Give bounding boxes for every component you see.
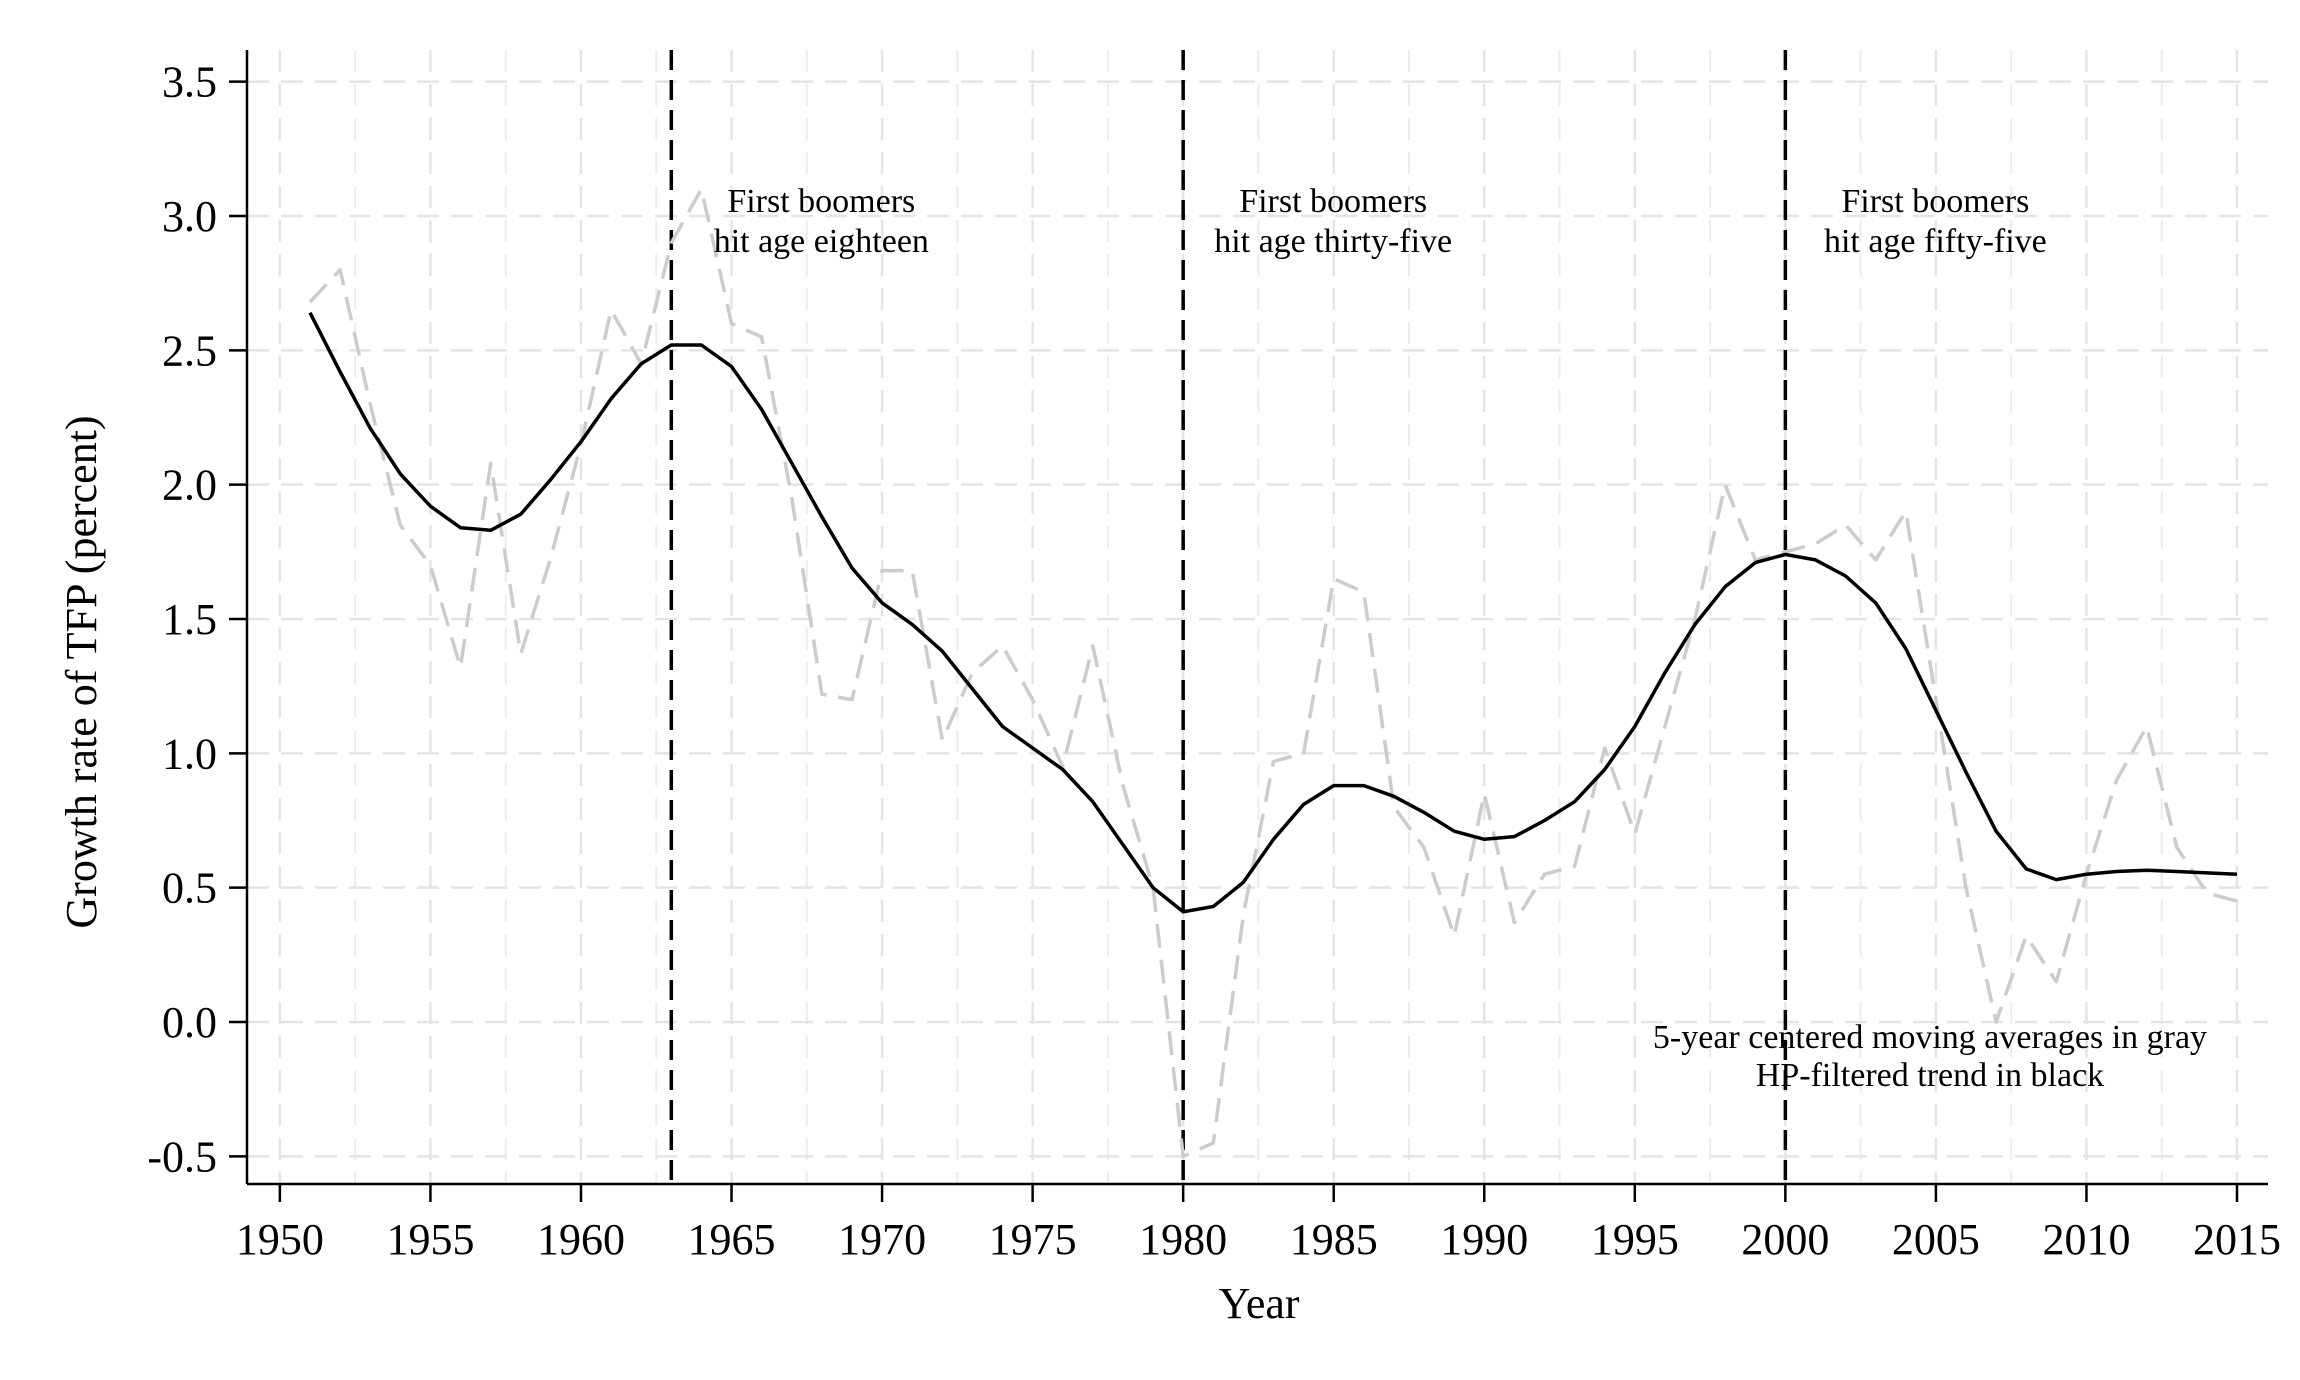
x-tick-label: 1995 bbox=[1591, 1215, 1679, 1264]
y-axis-title: Growth rate of TFP (percent) bbox=[57, 415, 106, 928]
y-tick-label: 3.0 bbox=[162, 192, 217, 241]
x-tick-label: 2000 bbox=[1741, 1215, 1829, 1264]
chart-note-line: HP-filtered trend in black bbox=[1756, 1057, 2104, 1094]
x-tick-label: 1955 bbox=[386, 1215, 474, 1264]
series bbox=[308, 187, 2238, 1159]
x-ticks: 1950 1955 1960 1965 1970 1975 1980 1985 1990 1995… bbox=[236, 1184, 2281, 1264]
y-tick-label: 1.5 bbox=[162, 595, 217, 644]
x-tick-label: 1970 bbox=[838, 1215, 926, 1264]
x-tick-label: 1980 bbox=[1139, 1215, 1227, 1264]
reference-line-label: First boomers bbox=[1239, 183, 1427, 220]
y-tick-label: -0.5 bbox=[147, 1132, 217, 1181]
reference-line-label: hit age fifty-five bbox=[1824, 223, 2047, 260]
x-axis-title: Year bbox=[1218, 1279, 1299, 1328]
moving-average-line bbox=[308, 187, 2238, 1159]
y-tick-label: 2.0 bbox=[162, 461, 217, 510]
x-tick-label: 2015 bbox=[2193, 1215, 2281, 1264]
reference-lines bbox=[669, 50, 1788, 1184]
reference-line-label: First boomers bbox=[1841, 183, 2029, 220]
reference-line-label: hit age thirty-five bbox=[1214, 223, 1452, 260]
x-tick-label: 1975 bbox=[989, 1215, 1077, 1264]
x-tick-label: 1950 bbox=[236, 1215, 324, 1264]
x-tick-label: 1990 bbox=[1440, 1215, 1528, 1264]
reference-line-label: First boomers bbox=[727, 183, 915, 220]
y-tick-label: 1.0 bbox=[162, 729, 217, 778]
y-tick-label: 2.5 bbox=[162, 326, 217, 375]
y-tick-label: 3.5 bbox=[162, 58, 217, 107]
chart-note-line: 5-year centered moving averages in gray bbox=[1653, 1019, 2207, 1056]
x-tick-label: 2005 bbox=[1892, 1215, 1980, 1264]
x-tick-label: 1960 bbox=[537, 1215, 625, 1264]
chart-note: 5-year centered moving averages in grayH… bbox=[1653, 1019, 2207, 1094]
axes bbox=[245, 50, 2268, 1186]
grid bbox=[247, 50, 2268, 1184]
x-tick-label: 2010 bbox=[2042, 1215, 2130, 1264]
y-tick-label: 0.0 bbox=[162, 998, 217, 1047]
x-tick-label: 1965 bbox=[688, 1215, 776, 1264]
x-tick-label: 1985 bbox=[1290, 1215, 1378, 1264]
hp-trend-line bbox=[308, 311, 2238, 914]
y-tick-label: 0.5 bbox=[162, 864, 217, 913]
reference-line-label: hit age eighteen bbox=[714, 223, 929, 260]
y-ticks: -0.5 0.0 0.5 1.0 1.5 2.0 2.5 3.0 3.5 bbox=[147, 58, 247, 1181]
